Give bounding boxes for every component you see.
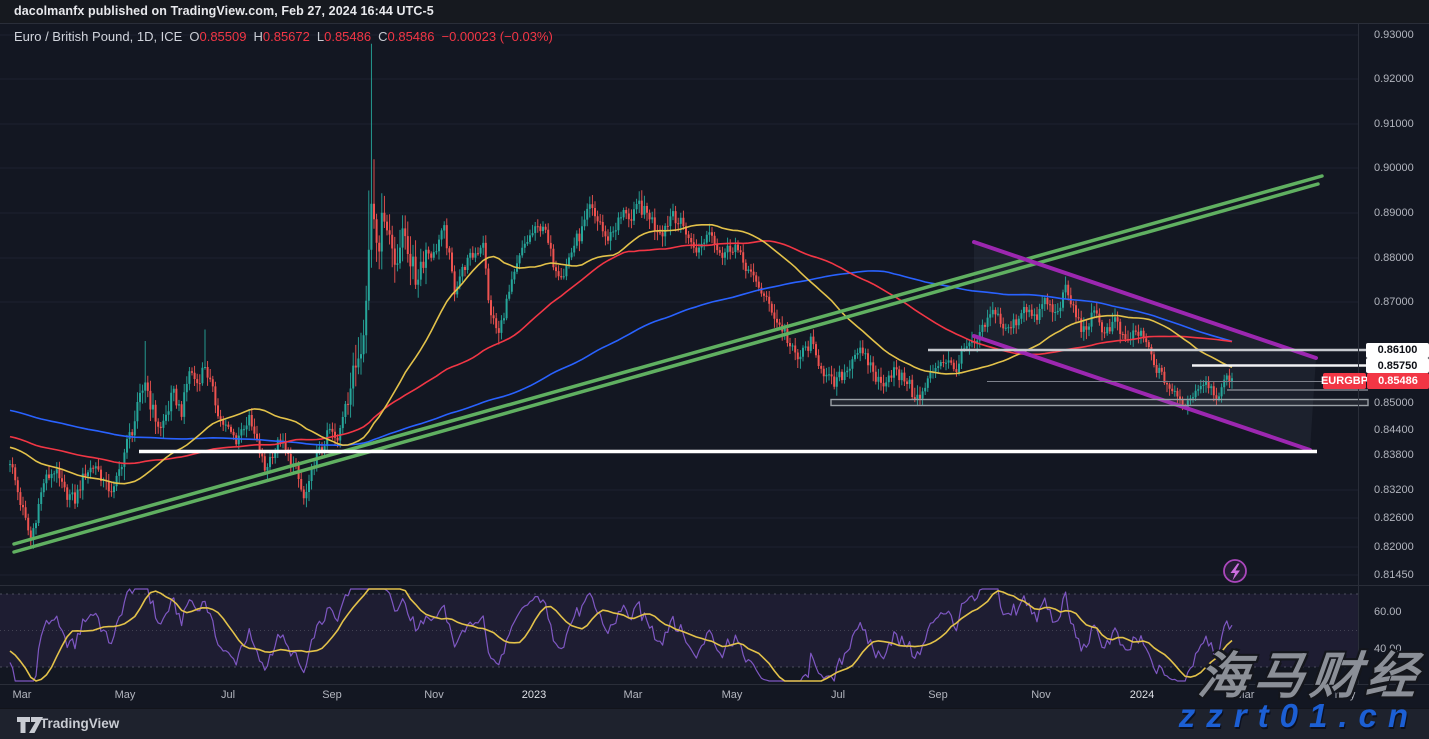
- price-axis-label: 0.82600: [1374, 511, 1414, 524]
- time-axis-label: May: [114, 689, 136, 701]
- change-value: −0.00023 (−0.03%): [441, 29, 553, 44]
- descending-channel-fill: [974, 242, 1316, 450]
- time-axis-label: 2023: [521, 689, 547, 701]
- time-axis-label: Mar: [1235, 689, 1255, 701]
- price-axis-label: 0.88000: [1374, 251, 1414, 264]
- rsi-axis-label: 40.00: [1374, 642, 1402, 655]
- ohlc-values: O0.85509 H0.85672 L0.85486 C0.85486: [182, 29, 434, 44]
- sma-200-line: [9, 270, 1233, 447]
- price-axis-label: 0.83800: [1374, 448, 1414, 461]
- price-axis-label: 0.81450: [1374, 568, 1414, 581]
- ohlc-key: H: [253, 29, 263, 44]
- support-band-085000: [830, 398, 1369, 407]
- price-axis-label: 0.84400: [1374, 423, 1414, 436]
- time-axis-label: Nov: [424, 689, 444, 701]
- ohlc-key: L: [316, 29, 325, 44]
- lightning-bolt-icon[interactable]: [1230, 563, 1241, 581]
- price-axis-label: 0.90000: [1374, 161, 1414, 174]
- ohlc-value: 0.85486: [387, 29, 435, 44]
- rsi-axis-label: 60.00: [1374, 605, 1402, 618]
- price-axis-label: 0.87000: [1374, 295, 1414, 308]
- time-axis-label: Jul: [830, 689, 846, 701]
- rsi-ma-line: [9, 588, 1233, 682]
- time-axis-label: Nov: [1031, 689, 1051, 701]
- symbol-badge: EURGBP: [1320, 372, 1369, 389]
- time-axis-label: Sep: [322, 689, 342, 701]
- price-axis-label: 0.82000: [1374, 540, 1414, 553]
- time-axis-label: Mar: [12, 689, 32, 701]
- time-axis-label: May: [721, 689, 743, 701]
- symbol-title[interactable]: Euro / British Pound, 1D, ICE: [14, 29, 183, 44]
- price-axis-label: 0.83200: [1374, 483, 1414, 496]
- price-axis-label: 0.89000: [1374, 206, 1414, 219]
- tradingview-logo-text[interactable]: TradingView: [40, 716, 120, 731]
- time-axis-label: Sep: [928, 689, 948, 701]
- published-info-bar: dacolmanfx published on TradingView.com,…: [0, 0, 1429, 24]
- price-axis-label: 0.92000: [1374, 72, 1414, 85]
- time-axis-label: Jul: [220, 689, 236, 701]
- ascending-trendline-2: [12, 182, 1320, 554]
- time-axis-label: May: [1334, 689, 1356, 701]
- ohlc-value: 0.85509: [199, 29, 247, 44]
- chart-legend[interactable]: Euro / British Pound, 1D, ICE O0.85509 H0.…: [14, 29, 553, 47]
- tradingview-logo-icon[interactable]: [16, 716, 44, 734]
- ohlc-value: 0.85486: [324, 29, 372, 44]
- price-level-badge-0861: 0.86100: [1366, 342, 1429, 358]
- published-info-text: dacolmanfx published on TradingView.com,…: [14, 4, 434, 18]
- price-axis-label: 0.93000: [1374, 28, 1414, 41]
- time-axis-label: Mar: [623, 689, 643, 701]
- ascending-trendline-1: [12, 174, 1324, 546]
- ohlc-value: 0.85672: [262, 29, 310, 44]
- last-price-badge: 0.85486: [1367, 372, 1429, 389]
- ohlc-key: C: [378, 29, 388, 44]
- descending-channel-lower: [972, 334, 1312, 452]
- time-axis-label: 2024: [1129, 689, 1155, 701]
- watermark-site: zzrt01.cn: [1178, 697, 1419, 734]
- price-axis-label: 0.91000: [1374, 117, 1414, 130]
- footer-bar: TradingView: [0, 708, 1429, 739]
- ohlc-key: O: [189, 29, 200, 44]
- price-level-badge-08575: 0.85750: [1366, 358, 1429, 373]
- price-axis-label: 0.85000: [1374, 396, 1414, 409]
- descending-channel-upper: [972, 240, 1318, 360]
